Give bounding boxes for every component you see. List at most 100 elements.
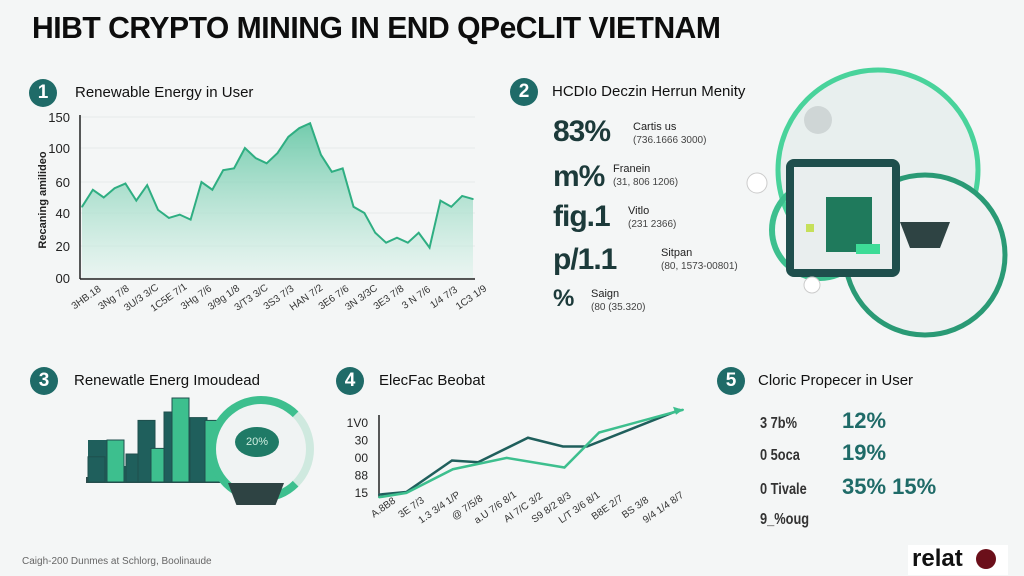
stat-value: fig.1	[553, 200, 611, 233]
stat-label: Cartis us (736.1666 3000)	[633, 121, 707, 146]
data-point	[472, 198, 474, 200]
data-point	[287, 136, 290, 138]
y-tick-label: 15	[355, 486, 369, 500]
data-point	[233, 167, 235, 170]
x-tick-label: 1C3 1/9	[454, 283, 489, 312]
data-point	[244, 147, 246, 149]
data-point	[254, 157, 257, 159]
data-point	[146, 184, 148, 186]
data-point	[363, 212, 366, 214]
section-2-badge: 2	[510, 78, 538, 106]
data-point	[135, 199, 138, 202]
stat-value: 83%	[553, 115, 611, 148]
section-2-title: HCDIo Deczin Herrun Menity	[552, 83, 746, 100]
brand-logo: relat	[908, 545, 1008, 575]
gauge-label: 20%	[235, 427, 279, 457]
data-point	[374, 232, 377, 234]
data-point	[276, 152, 279, 154]
bar-icon	[106, 439, 125, 483]
data-point	[265, 162, 268, 165]
y-tick-label: 30	[355, 434, 369, 448]
y-tick-label: 20	[56, 239, 70, 254]
data-point	[331, 171, 333, 173]
data-point	[505, 456, 508, 459]
y-tick-label: 1V0	[347, 416, 369, 430]
data-point	[298, 127, 301, 129]
bar-icon	[189, 417, 208, 483]
series-line	[378, 408, 681, 496]
stat-label: Franein (31, 806 1206)	[613, 163, 679, 188]
footer-caption: Caigh-200 Dunmes at Schlorg, Boolinaude	[22, 556, 212, 567]
data-point	[178, 213, 181, 216]
x-tick-label: 3 N 7/6	[400, 284, 433, 312]
y-tick-label: 100	[48, 141, 70, 156]
y-tick-label: 150	[48, 110, 70, 125]
section-1-title: Renewable Energy in User	[75, 84, 254, 101]
stat-label: Sitpan (80, 1573-00801)	[661, 247, 738, 272]
arrow-icon	[673, 406, 683, 415]
data-point	[157, 209, 159, 211]
data-point	[461, 195, 463, 197]
data-point	[222, 169, 224, 171]
section-4-badge: 4	[336, 367, 364, 395]
x-tick-label: 3E3 7/8	[372, 283, 407, 312]
data-point	[405, 491, 408, 494]
section-1-badge: 1	[29, 79, 57, 107]
section-3-badge: 3	[30, 367, 58, 395]
x-tick-label: 1/4 7/3	[428, 284, 460, 311]
y-tick-label: 60	[56, 175, 70, 190]
data-point	[451, 468, 454, 471]
page-title: HIBT CRYPTO MINING IN END QPeCLIT VIETNA…	[32, 10, 721, 45]
data-point	[450, 459, 453, 462]
y-axis-label: Recaning amilideo	[37, 151, 49, 248]
logo-badge-icon	[976, 549, 996, 569]
bar-icon	[171, 397, 190, 483]
stat-label: Saign (80 (35.320)	[591, 288, 646, 313]
data-point	[439, 199, 442, 202]
data-point	[450, 206, 453, 208]
data-point	[526, 436, 529, 439]
data-point	[200, 181, 203, 183]
data-point	[309, 122, 311, 124]
data-point	[320, 154, 322, 156]
energy-bars-illustration	[86, 397, 246, 483]
data-point	[341, 167, 344, 170]
data-point	[407, 241, 409, 244]
stat-value: p/1.1	[553, 243, 617, 276]
section-3-title: Renewatle Energ Imoudead	[74, 372, 260, 389]
data-point	[113, 187, 116, 189]
section-5-title: Cloric Propecer in User	[758, 372, 914, 389]
bowl-icon	[228, 483, 284, 505]
y-tick-label: 00	[355, 451, 369, 465]
stat-value: %	[553, 285, 574, 312]
data-point	[189, 218, 192, 221]
data-point	[417, 232, 420, 234]
mining-illustration	[746, 67, 1008, 338]
data-point	[378, 493, 380, 496]
data-point	[396, 236, 398, 239]
data-point	[563, 466, 566, 469]
series-line	[378, 408, 684, 499]
bowl-icon	[900, 222, 950, 248]
share-row: 3 7b% 12%	[760, 408, 887, 433]
stat-label: Vitlo (231 2366)	[628, 205, 677, 230]
share-list: 3 7b% 12% 0 5oca 19% 0 Tivale 35% 15% 9_%ou…	[760, 408, 936, 530]
share-row: 0 Tivale 35% 15%	[760, 474, 937, 499]
data-point	[102, 196, 105, 199]
section-4-title: ElecFac Beobat	[379, 372, 485, 389]
stat-value: m%	[553, 160, 605, 193]
data-point	[561, 445, 564, 448]
data-point	[428, 246, 431, 249]
x-tick-label: A.8B8	[369, 495, 398, 520]
data-point	[81, 206, 83, 208]
data-point	[378, 496, 380, 499]
area-fill	[82, 123, 473, 278]
data-point	[385, 241, 387, 244]
data-point	[352, 206, 355, 208]
bar-icon	[87, 456, 106, 483]
section-5-badge: 5	[717, 367, 745, 395]
share-row: 9_%oug	[760, 511, 810, 528]
